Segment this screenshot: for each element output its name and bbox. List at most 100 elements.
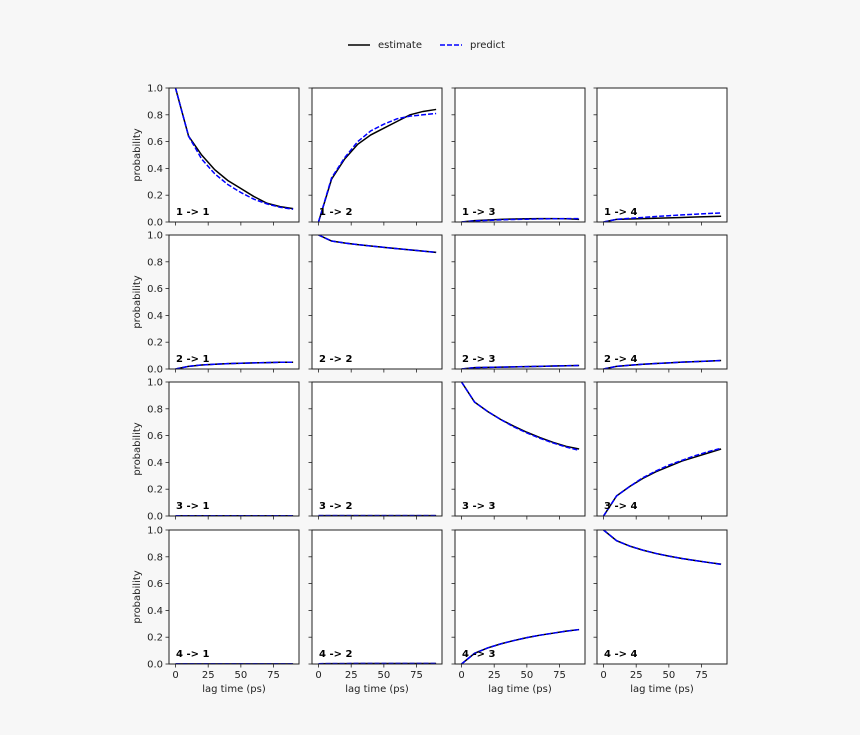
x-tick-label: 0 (315, 670, 321, 681)
transition-label: 1 -> 3 (462, 207, 495, 218)
y-tick-label: 0.8 (147, 404, 163, 415)
y-tick-label: 0.4 (147, 458, 163, 469)
x-tick-label: 0 (172, 670, 178, 681)
x-tick-label: 50 (234, 670, 247, 681)
predict-line (174, 88, 294, 211)
x-tick-label: 25 (345, 670, 358, 681)
y-tick-label: 0.4 (147, 606, 163, 617)
predict-line (318, 235, 437, 254)
predict-line (461, 217, 580, 222)
panel-frame (311, 87, 443, 223)
transition-label: 1 -> 1 (176, 207, 209, 218)
y-axis-label: probability (132, 128, 143, 181)
plot-area (169, 530, 299, 664)
y-tick-label: 0.8 (147, 110, 163, 121)
x-tick-label: 50 (377, 670, 390, 681)
y-tick-label: 0.6 (147, 431, 163, 442)
plot-area (169, 88, 299, 222)
panel-frame (311, 529, 443, 665)
panel-frame (311, 234, 443, 370)
transition-label: 2 -> 3 (462, 354, 495, 365)
x-axis-label: lag time (ps) (345, 684, 409, 695)
panel-2-to-1: 0.0 0.2 0.4 0.6 0.8 1.0 probability 2 -> 1 (132, 231, 300, 376)
plot-area (597, 235, 727, 369)
x-tick-label: 75 (410, 670, 423, 681)
x-axis-label: lag time (ps) (202, 684, 266, 695)
x-tick-label: 25 (488, 670, 501, 681)
panel-1-to-4: 1 -> 4 (593, 87, 728, 226)
predict-line (461, 628, 580, 664)
panel-2-to-3: 2 -> 3 (451, 234, 586, 373)
legend-label-estimate: estimate (378, 39, 423, 51)
x-tick-label: 25 (202, 670, 215, 681)
y-tick-label: 0.2 (147, 485, 163, 496)
plot-area (169, 235, 299, 369)
panel-frame (168, 529, 300, 665)
panel-frame (454, 234, 586, 370)
y-tick-label: 0.6 (147, 579, 163, 590)
transition-label: 1 -> 2 (319, 207, 352, 218)
panel-frame (168, 87, 300, 223)
y-tick-label: 0.0 (147, 218, 163, 229)
predict-line (603, 530, 722, 566)
transition-label: 4 -> 1 (176, 649, 209, 660)
x-axis-label: lag time (ps) (630, 684, 694, 695)
panel-frame (168, 234, 300, 370)
y-axis-label: probability (132, 422, 143, 475)
y-axis-label: probability (132, 570, 143, 623)
transition-label: 3 -> 4 (604, 501, 637, 512)
transition-label: 2 -> 2 (319, 354, 352, 365)
y-tick-label: 0.6 (147, 137, 163, 148)
estimate-line (603, 215, 722, 222)
plot-area (312, 88, 442, 222)
transition-label: 2 -> 1 (176, 354, 209, 365)
panel-3-to-1: 0.0 0.2 0.4 0.6 0.8 1.0 probability 3 -> 1 (132, 378, 300, 523)
transition-label: 3 -> 1 (176, 501, 209, 512)
y-tick-label: 1.0 (147, 526, 163, 537)
predict-line (461, 364, 580, 369)
panel-3-to-2: 3 -> 2 (308, 381, 443, 520)
solid-line-icon (348, 44, 370, 46)
predict-line (603, 212, 722, 222)
y-tick-label: 0.2 (147, 633, 163, 644)
y-tick-label: 0.8 (147, 552, 163, 563)
predict-line (603, 359, 722, 369)
plot-area (312, 235, 442, 369)
y-tick-label: 0.0 (147, 365, 163, 376)
y-tick-label: 0.0 (147, 660, 163, 671)
plot-area (455, 235, 585, 369)
plot-area (312, 530, 442, 664)
plot-area (597, 88, 727, 222)
transition-label: 3 -> 2 (319, 501, 352, 512)
predict-line (175, 361, 294, 369)
panel-3-to-3: 3 -> 3 (451, 381, 586, 520)
plot-area (455, 88, 585, 222)
plot-area (455, 530, 585, 664)
legend-label-predict: predict (470, 39, 505, 51)
plot-area (597, 530, 727, 664)
panel-4-to-1: 0.0 0.2 0.4 0.6 0.8 1.0 0 25 50 75 probability lag … (132, 526, 300, 695)
y-tick-label: 0.8 (147, 257, 163, 268)
transition-label: 4 -> 2 (319, 649, 352, 660)
y-tick-label: 0.6 (147, 284, 163, 295)
panel-2-to-2: 2 -> 2 (308, 234, 443, 373)
panel-frame (596, 87, 728, 223)
panel-1-to-3: 1 -> 3 (451, 87, 586, 226)
transition-label: 4 -> 3 (462, 649, 495, 660)
panel-frame (596, 529, 728, 665)
y-tick-label: 1.0 (147, 231, 163, 242)
legend-item-estimate: estimate (348, 40, 422, 51)
legend-item-predict: predict (440, 40, 505, 51)
x-tick-label: 0 (458, 670, 464, 681)
y-tick-label: 0.2 (147, 191, 163, 202)
x-tick-label: 50 (662, 670, 675, 681)
transition-label: 2 -> 4 (604, 354, 637, 365)
panel-frame (596, 234, 728, 370)
panel-frame (454, 87, 586, 223)
y-tick-label: 0.2 (147, 338, 163, 349)
panel-frame (454, 529, 586, 665)
y-tick-label: 0.0 (147, 512, 163, 523)
